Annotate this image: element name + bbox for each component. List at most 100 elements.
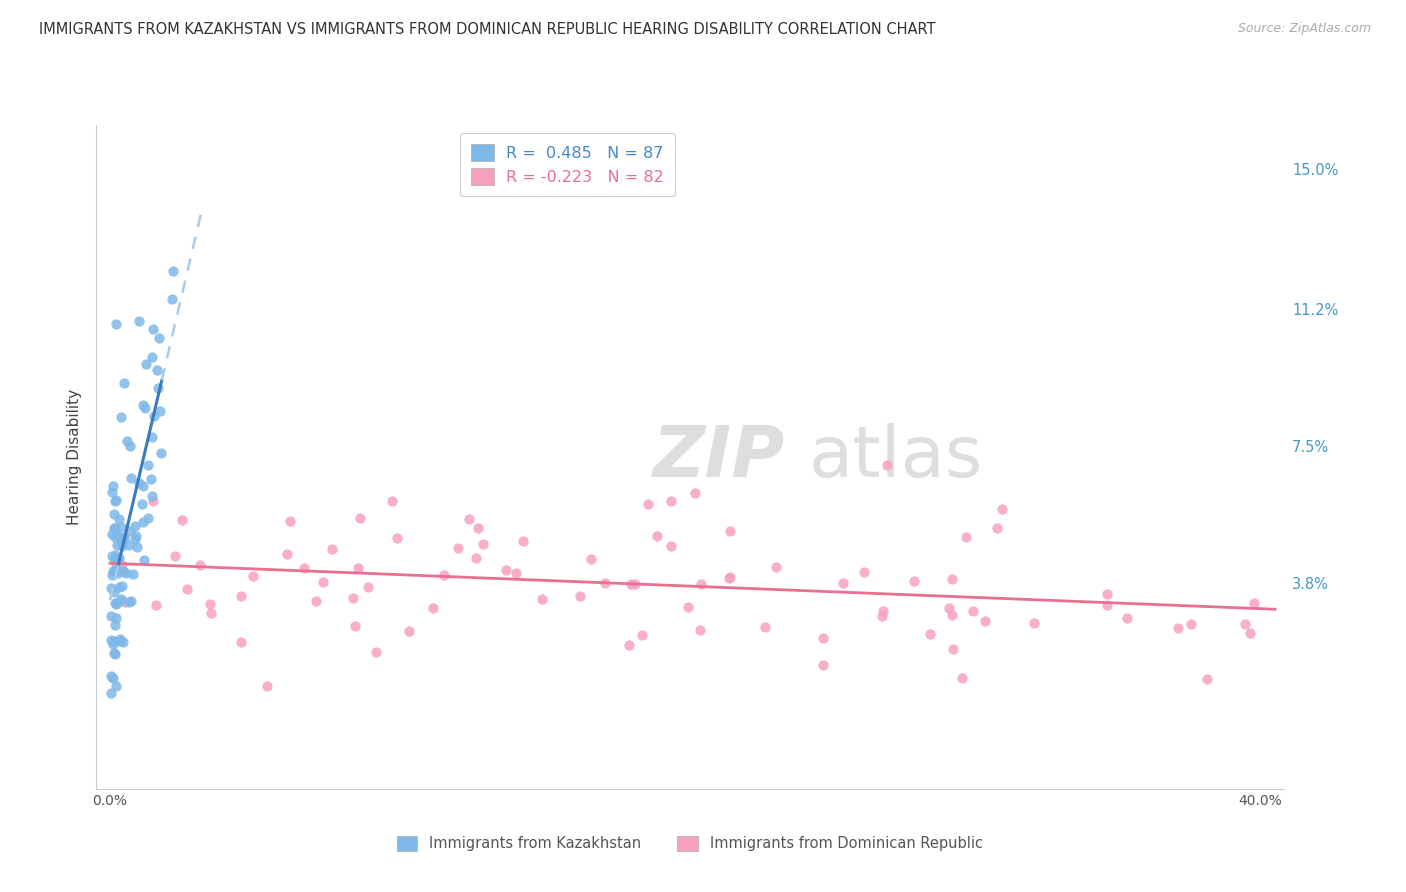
Point [512,534,534,549]
Point [593,576,616,591]
Point [105,552,128,566]
Point [872,604,894,618]
Point [103,633,125,648]
Point [471,537,494,551]
Point [620,577,643,591]
Point [170,513,193,527]
Point [100,632,122,647]
Point [105,538,128,552]
Point [176,582,198,596]
Point [105,527,128,541]
Point [1115,611,1137,625]
Point [941,607,963,622]
Point [101,527,124,541]
Point [111,558,134,573]
Point [141,472,163,486]
Point [765,560,787,574]
Point [163,549,186,564]
Point [120,594,142,608]
Point [718,570,741,584]
Point [111,564,134,578]
Point [231,634,253,648]
Point [617,638,640,652]
Point [114,594,136,608]
Point [103,646,125,660]
Point [581,551,603,566]
Point [112,530,135,544]
Point [853,566,876,580]
Point [813,632,835,646]
Point [105,597,128,611]
Point [398,624,420,638]
Point [381,494,404,508]
Point [312,574,335,589]
Point [690,577,713,591]
Point [107,580,129,594]
Point [101,637,124,651]
Point [659,539,682,553]
Point [104,521,127,535]
Point [112,532,135,546]
Point [104,530,127,544]
Point [118,538,141,552]
Point [683,485,706,500]
Point [942,642,965,657]
Point [242,569,264,583]
Point [132,398,155,412]
Point [467,521,489,535]
Point [111,539,134,553]
Point [107,566,129,580]
Point [112,532,135,546]
Point [104,494,127,508]
Point [141,430,163,444]
Point [357,580,380,594]
Point [941,572,963,586]
Point [1097,599,1119,613]
Point [103,618,125,632]
Point [122,566,145,581]
Point [101,564,124,578]
Point [100,669,122,683]
Point [276,547,298,561]
Point [132,479,155,493]
Point [446,541,468,556]
Point [100,581,122,595]
Point [142,409,165,424]
Point [754,620,776,634]
Point [364,645,387,659]
Point [125,528,148,542]
Point [342,591,364,605]
Text: Source: ZipAtlas.com: Source: ZipAtlas.com [1237,22,1371,36]
Point [1239,626,1261,640]
Point [100,484,122,499]
Point [103,521,125,535]
Point [876,458,898,472]
Point [141,489,163,503]
Point [903,574,925,588]
Point [114,566,136,580]
Point [136,458,159,473]
Point [832,576,855,591]
Point [1243,596,1265,610]
Point [101,479,124,493]
Point [229,589,252,603]
Point [457,512,479,526]
Point [111,534,134,549]
Point [100,686,122,700]
Point [110,519,132,533]
Point [141,350,163,364]
Point [150,446,173,460]
Legend: Immigrants from Kazakhstan, Immigrants from Dominican Republic: Immigrants from Kazakhstan, Immigrants f… [389,829,990,859]
Point [986,521,1008,535]
Point [131,497,153,511]
Point [717,571,740,585]
Point [1024,615,1046,630]
Point [188,558,211,572]
Point [624,577,647,591]
Point [142,494,165,508]
Point [531,592,554,607]
Text: IMMIGRANTS FROM KAZAKHSTAN VS IMMIGRANTS FROM DOMINICAN REPUBLIC HEARING DISABIL: IMMIGRANTS FROM KAZAKHSTAN VS IMMIGRANTS… [39,22,936,37]
Point [718,524,741,538]
Point [115,434,138,448]
Point [256,679,278,693]
